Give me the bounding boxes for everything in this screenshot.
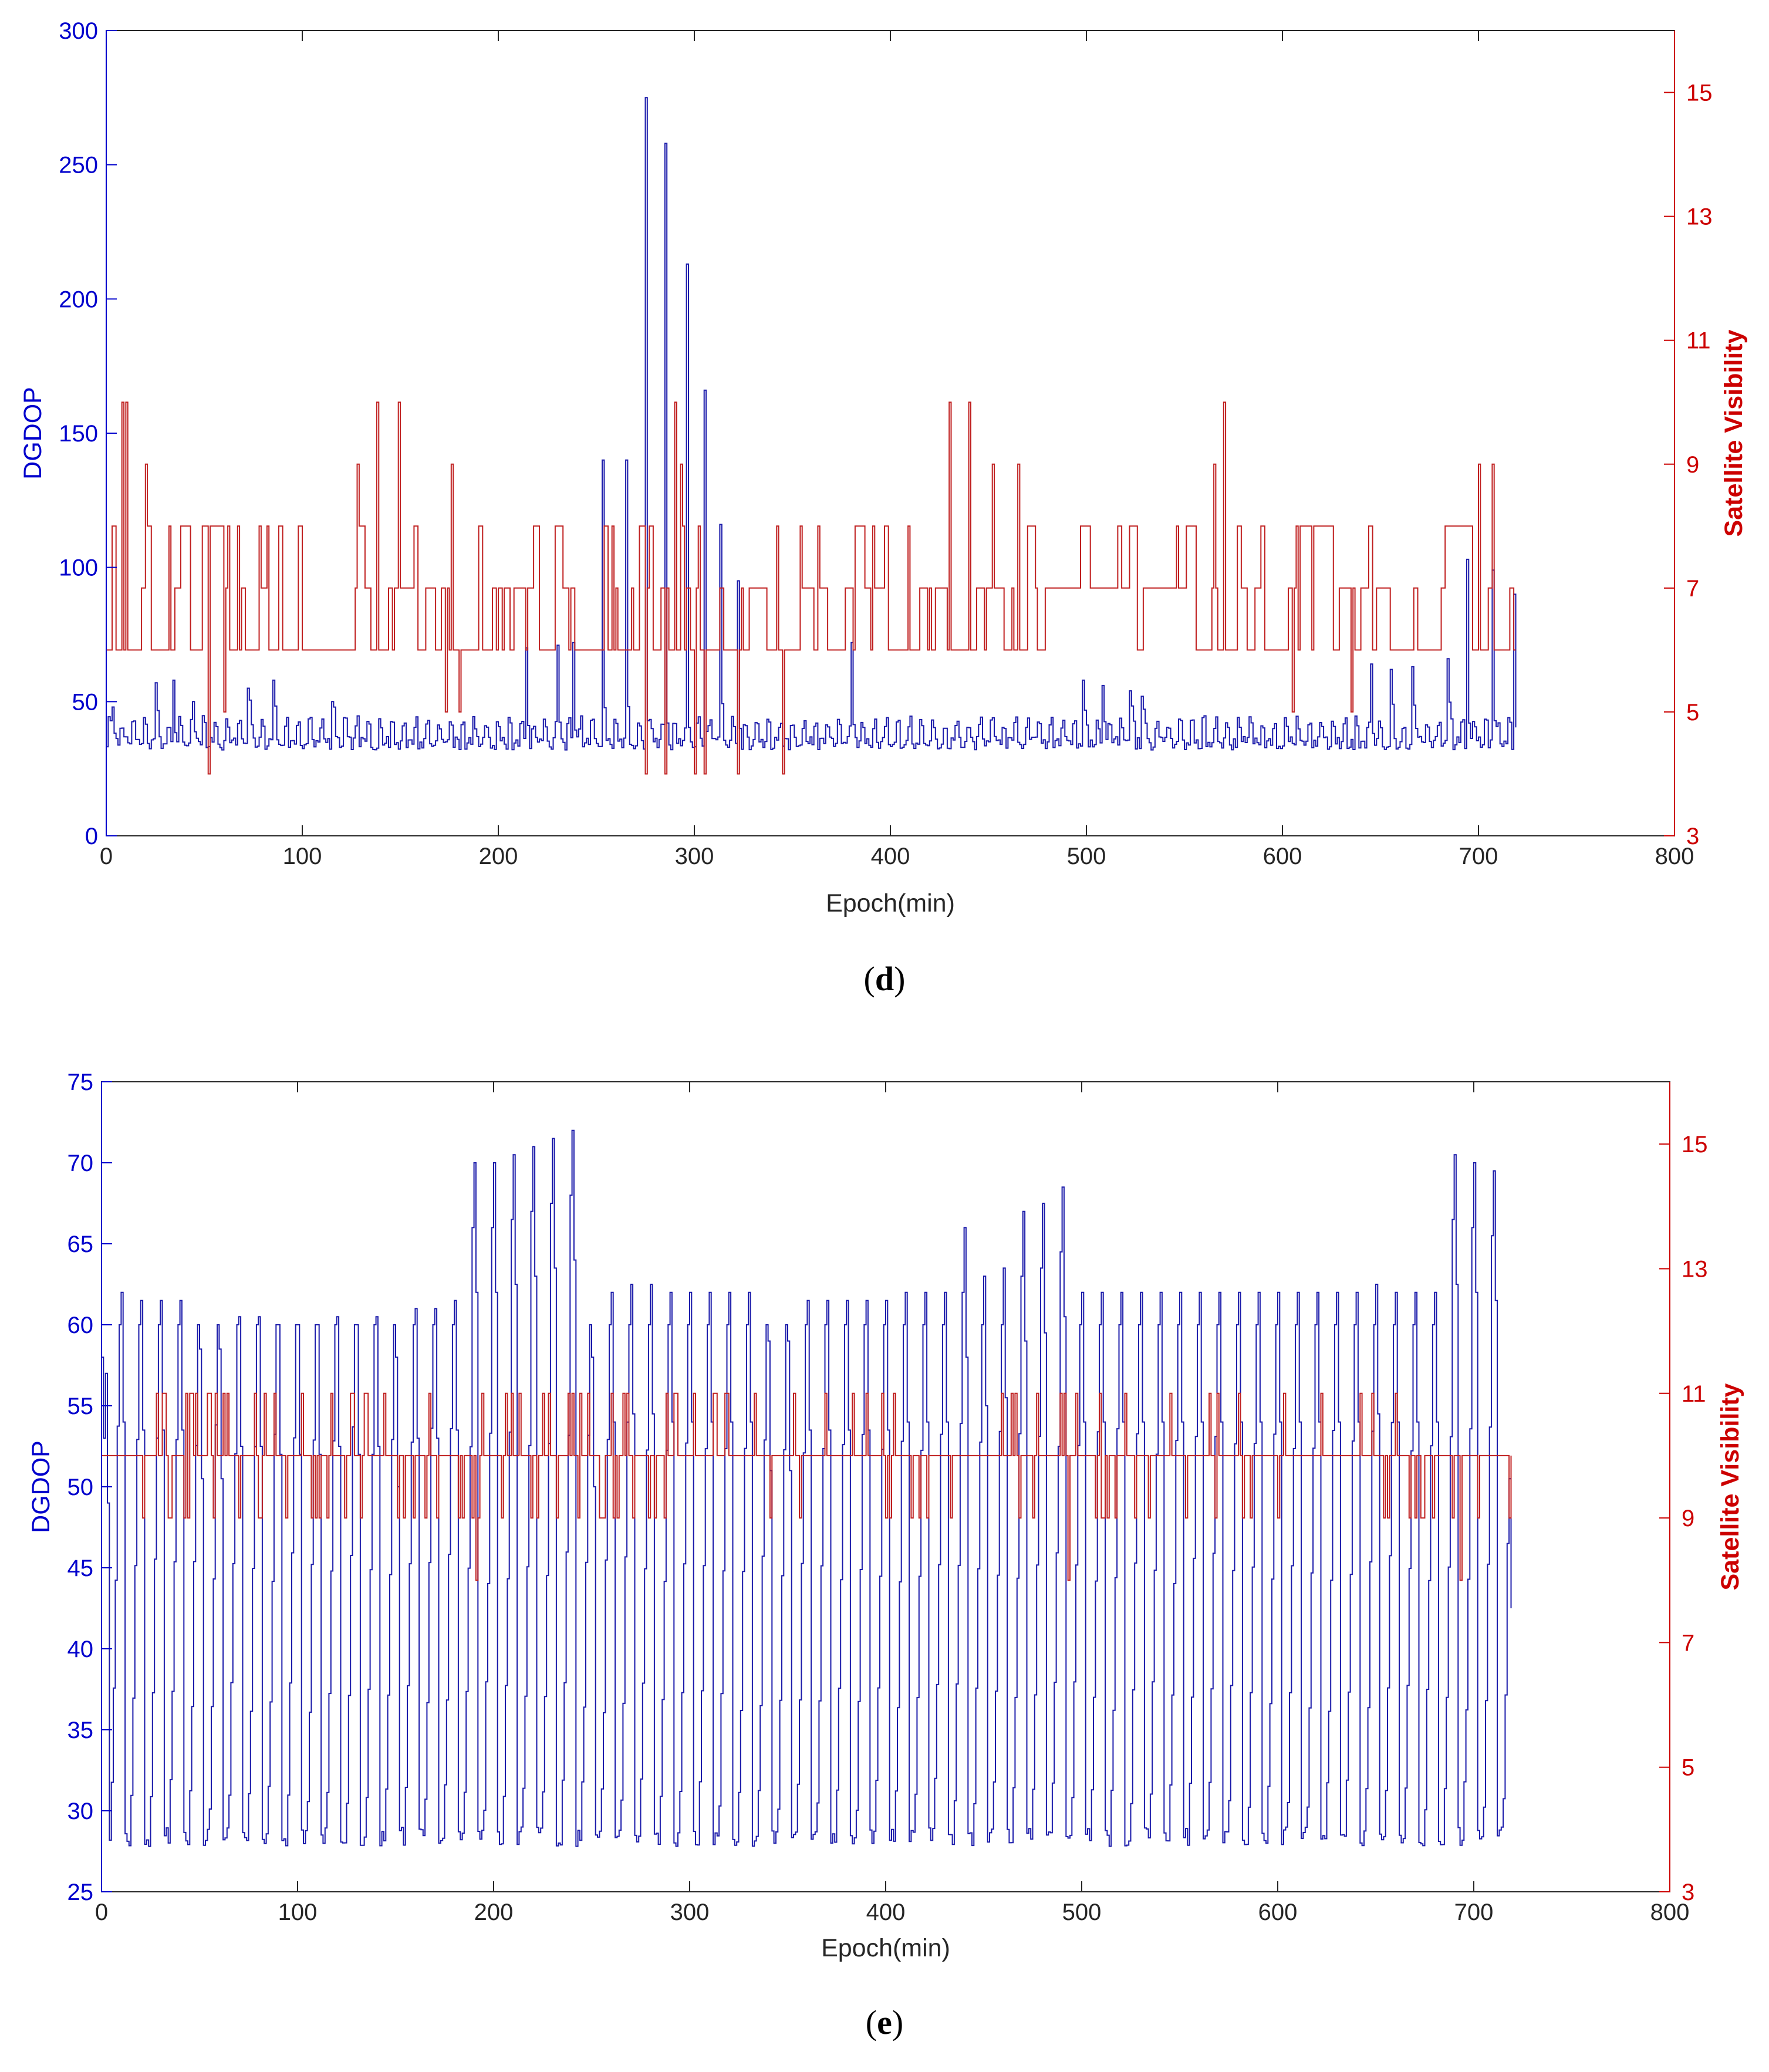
x-tick-label: 800 (1650, 1899, 1690, 1925)
left-y-tick-label: 30 (67, 1798, 94, 1824)
left-y-tick-label: 100 (59, 555, 98, 581)
left-y-tick-label: 55 (67, 1393, 94, 1419)
series-layer-e (102, 1129, 1512, 1847)
left-y-tick-label: 75 (67, 1069, 94, 1095)
x-tick-label: 100 (278, 1899, 318, 1925)
right-y-tick-label: 11 (1682, 1381, 1706, 1407)
plot-area-d (106, 31, 1675, 836)
right-y-tick-label: 9 (1686, 452, 1699, 478)
left-y-tick-label: 60 (67, 1312, 94, 1338)
x-tick-label: 300 (670, 1899, 710, 1925)
x-tick-label: 200 (474, 1899, 514, 1925)
visibility-series-line (106, 401, 1516, 775)
right-y-tick-label: 7 (1682, 1630, 1694, 1656)
left-y-tick-label: 35 (67, 1717, 94, 1743)
left-axis-title-e: DGDOP (27, 1440, 55, 1533)
left-y-tick-label: 250 (59, 153, 98, 178)
dgdop-series-line (102, 1129, 1512, 1847)
left-y-tick-label: 300 (59, 18, 98, 44)
right-y-tick-label: 13 (1686, 204, 1713, 230)
x-tick-label: 200 (479, 843, 518, 869)
visibility-series-line (102, 1392, 1512, 1581)
x-tick-label: 400 (866, 1899, 906, 1925)
right-y-tick-label: 15 (1682, 1132, 1708, 1158)
right-y-tick-label: 5 (1686, 700, 1699, 725)
left-y-tick-label: 65 (67, 1231, 94, 1257)
x-tick-label: 500 (1062, 1899, 1102, 1925)
x-tick-label: 700 (1459, 843, 1498, 869)
x-tick-label: 600 (1263, 843, 1302, 869)
left-y-tick-label: 200 (59, 286, 98, 312)
series-layer-d (106, 97, 1517, 775)
x-axis-title-e: Epoch(min) (821, 1934, 950, 1962)
panel-letter-d: d (875, 960, 894, 998)
right-y-tick-label: 9 (1682, 1506, 1694, 1531)
panel-letter-e: e (877, 2003, 892, 2041)
right-y-tick-label: 11 (1686, 328, 1711, 354)
ticks-layer-d: 0 100 200 300 400 500 600 700 800 0 50 100 150 200 250… (59, 18, 1712, 869)
x-tick-label: 300 (675, 843, 714, 869)
dgdop-series-line (106, 97, 1517, 751)
right-axis-title-d: Satellite Visibility (1720, 329, 1748, 536)
panel-label-d: (d) (864, 960, 906, 998)
ticks-layer-e: 0 100 200 300 400 500 600 700 800253035404550556… (67, 1069, 1708, 1925)
right-axis-title-e: Satellite Visibility (1716, 1383, 1744, 1590)
right-y-tick-label: 5 (1682, 1755, 1694, 1781)
right-y-tick-label: 13 (1682, 1256, 1708, 1282)
left-y-tick-label: 70 (67, 1150, 94, 1176)
left-y-tick-label: 0 (85, 824, 98, 849)
left-y-tick-label: 45 (67, 1555, 94, 1581)
chart-panel-d: 0 100 200 300 400 500 600 700 800 0 50 100 150 200 250… (19, 18, 1748, 998)
x-tick-label: 800 (1655, 843, 1694, 869)
right-y-tick-label: 7 (1686, 576, 1699, 602)
panel-label-e: (e) (866, 2003, 903, 2041)
left-axis-title-d: DGDOP (19, 387, 47, 480)
chart-panel-e: 0 100 200 300 400 500 600 700 800253035404550556… (27, 1069, 1744, 2041)
left-y-tick-label: 25 (67, 1879, 94, 1905)
x-tick-label: 100 (283, 843, 322, 869)
right-y-tick-label: 3 (1686, 824, 1699, 849)
x-tick-label: 0 (100, 843, 113, 869)
left-y-tick-label: 40 (67, 1636, 94, 1662)
right-y-tick-label: 15 (1686, 80, 1713, 106)
x-axis-title-d: Epoch(min) (826, 889, 955, 917)
x-tick-label: 600 (1258, 1899, 1298, 1925)
right-y-tick-label: 3 (1682, 1879, 1694, 1905)
x-tick-label: 400 (871, 843, 910, 869)
x-tick-label: 0 (95, 1899, 108, 1925)
left-y-tick-label: 50 (72, 689, 99, 715)
left-y-tick-label: 50 (67, 1474, 94, 1500)
x-tick-label: 700 (1454, 1899, 1494, 1925)
x-tick-label: 500 (1067, 843, 1106, 869)
left-y-tick-label: 150 (59, 421, 98, 447)
